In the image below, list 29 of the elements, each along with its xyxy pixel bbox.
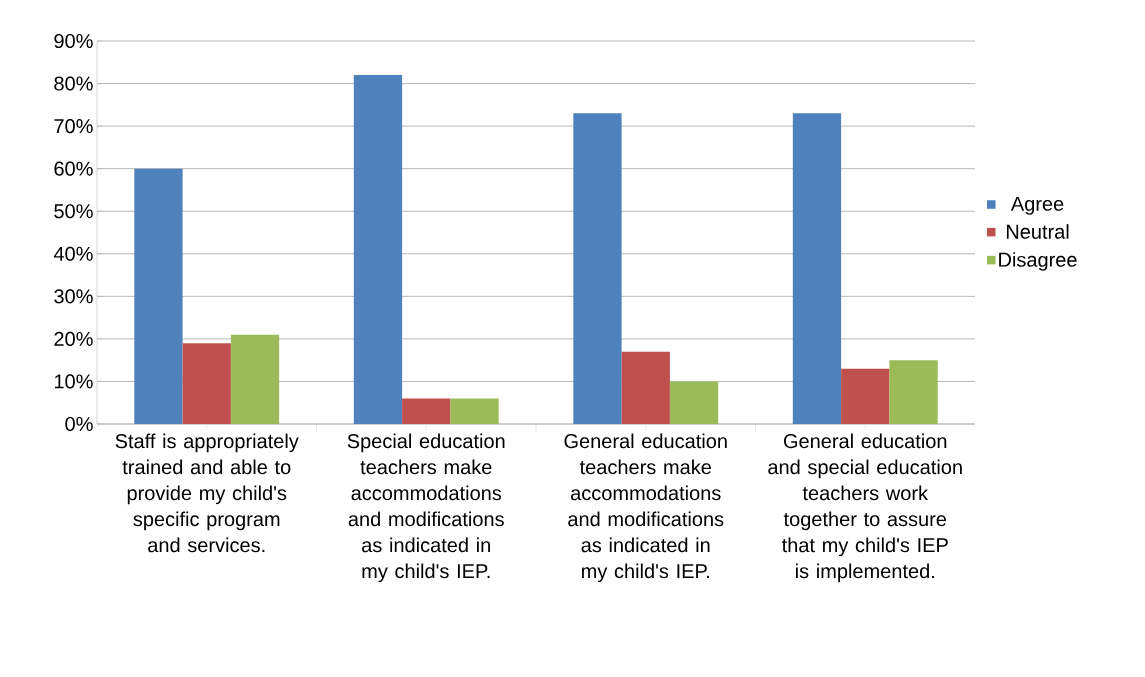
bar xyxy=(353,75,403,424)
y-tick-label: 40% xyxy=(53,246,93,261)
bar xyxy=(621,351,670,424)
y-tick-label: 10% xyxy=(54,374,93,389)
y-tick-label: 20% xyxy=(54,331,93,346)
y-tick-label: 60% xyxy=(54,161,93,176)
x-tick-label: General education and special education teachers work together to assure that my child's IEP is implemented. xyxy=(768,433,962,583)
legend-label: Agree xyxy=(1010,196,1064,215)
legend-label: Neutral xyxy=(1006,224,1069,239)
y-tick-label: 50% xyxy=(54,204,93,219)
y-tick-label: 30% xyxy=(54,289,93,304)
bar xyxy=(841,368,890,424)
bar xyxy=(889,360,938,424)
bar xyxy=(230,334,280,424)
x-tick-label: Special education teachers make accommodations and modifications as indicated in my child's IEP. xyxy=(347,433,505,583)
legend-label: Disagree xyxy=(999,252,1077,271)
y-tick-label: 90% xyxy=(54,33,93,49)
bar xyxy=(792,113,842,424)
bar xyxy=(134,168,183,424)
y-tick-label: 80% xyxy=(54,76,93,91)
bar xyxy=(669,381,719,424)
bar xyxy=(450,398,499,424)
bar xyxy=(402,398,451,424)
y-tick-label: 0% xyxy=(65,416,93,432)
bar xyxy=(182,343,231,424)
x-tick-label: Staff is appropriately trained and able to provide my child's specific program and services. xyxy=(115,433,299,553)
x-tick-label: General education teachers make accommodations and modifications as indicated in my child's IEP. xyxy=(564,433,727,583)
bar xyxy=(573,113,622,424)
y-tick-label: 70% xyxy=(54,119,93,134)
